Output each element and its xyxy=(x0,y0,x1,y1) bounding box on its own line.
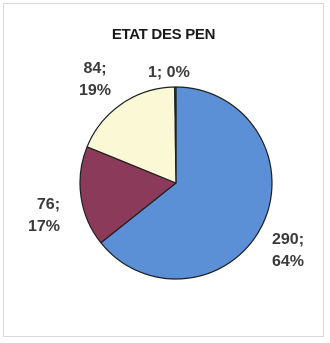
chart-title: ETAT DES PEN xyxy=(111,26,216,43)
pie-slice-3 xyxy=(174,86,177,184)
data-label-slice-3: 1; 0% xyxy=(148,64,190,81)
pie-slice-1 xyxy=(79,146,177,244)
data-label-slice-0: 290; 64% xyxy=(272,231,305,270)
data-label-slice-1: 76; 17% xyxy=(28,196,61,235)
pie-slice-0 xyxy=(100,86,273,280)
data-label-slice-2: 84; 19% xyxy=(79,60,112,99)
pie-slice-2 xyxy=(86,86,177,184)
